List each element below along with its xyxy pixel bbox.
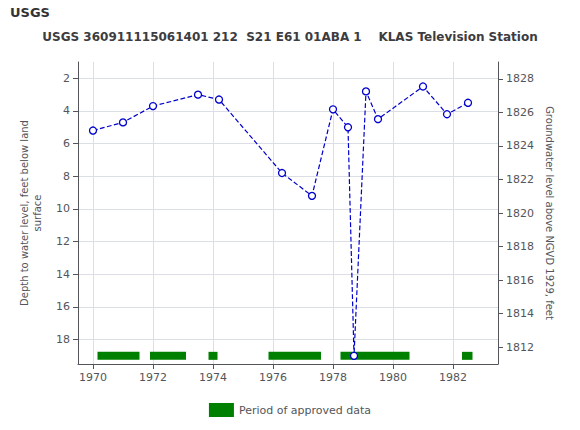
svg-text:1816: 1816 [506,274,534,287]
svg-text:1982: 1982 [439,371,467,384]
svg-text:1970: 1970 [79,371,107,384]
svg-text:1812: 1812 [506,341,534,354]
svg-text:1976: 1976 [259,371,287,384]
svg-text:14: 14 [56,268,70,281]
svg-text:10: 10 [56,202,70,215]
svg-text:1822: 1822 [506,173,534,186]
svg-text:Groundwater level above NGVD 1: Groundwater level above NGVD 1929, feet [544,106,555,320]
svg-text:1978: 1978 [319,371,347,384]
svg-text:16: 16 [56,300,70,313]
svg-text:6: 6 [63,137,70,150]
svg-text:1974: 1974 [199,371,227,384]
svg-text:USGS: USGS [10,5,50,20]
svg-text:Period of approved data: Period of approved data [239,404,371,417]
svg-text:1824: 1824 [506,139,534,152]
svg-text:1814: 1814 [506,307,534,320]
svg-text:2: 2 [63,72,70,85]
svg-text:1828: 1828 [506,72,534,85]
svg-text:1818: 1818 [506,240,534,253]
svg-text:USGS 360911115061401 212 S21: USGS 360911115061401 212 S21 E61 01ABA 1… [42,30,537,44]
svg-text:1820: 1820 [506,207,534,220]
svg-text:Depth to water level, feet bel: Depth to water level, feet below land [19,120,30,306]
svg-text:1980: 1980 [379,371,407,384]
svg-text:1826: 1826 [506,106,534,119]
svg-text:18: 18 [56,333,70,346]
svg-text:4: 4 [63,104,70,117]
svg-text:12: 12 [56,235,70,248]
svg-text:1972: 1972 [139,371,167,384]
svg-text:8: 8 [63,170,70,183]
svg-text:surface: surface [32,195,43,232]
